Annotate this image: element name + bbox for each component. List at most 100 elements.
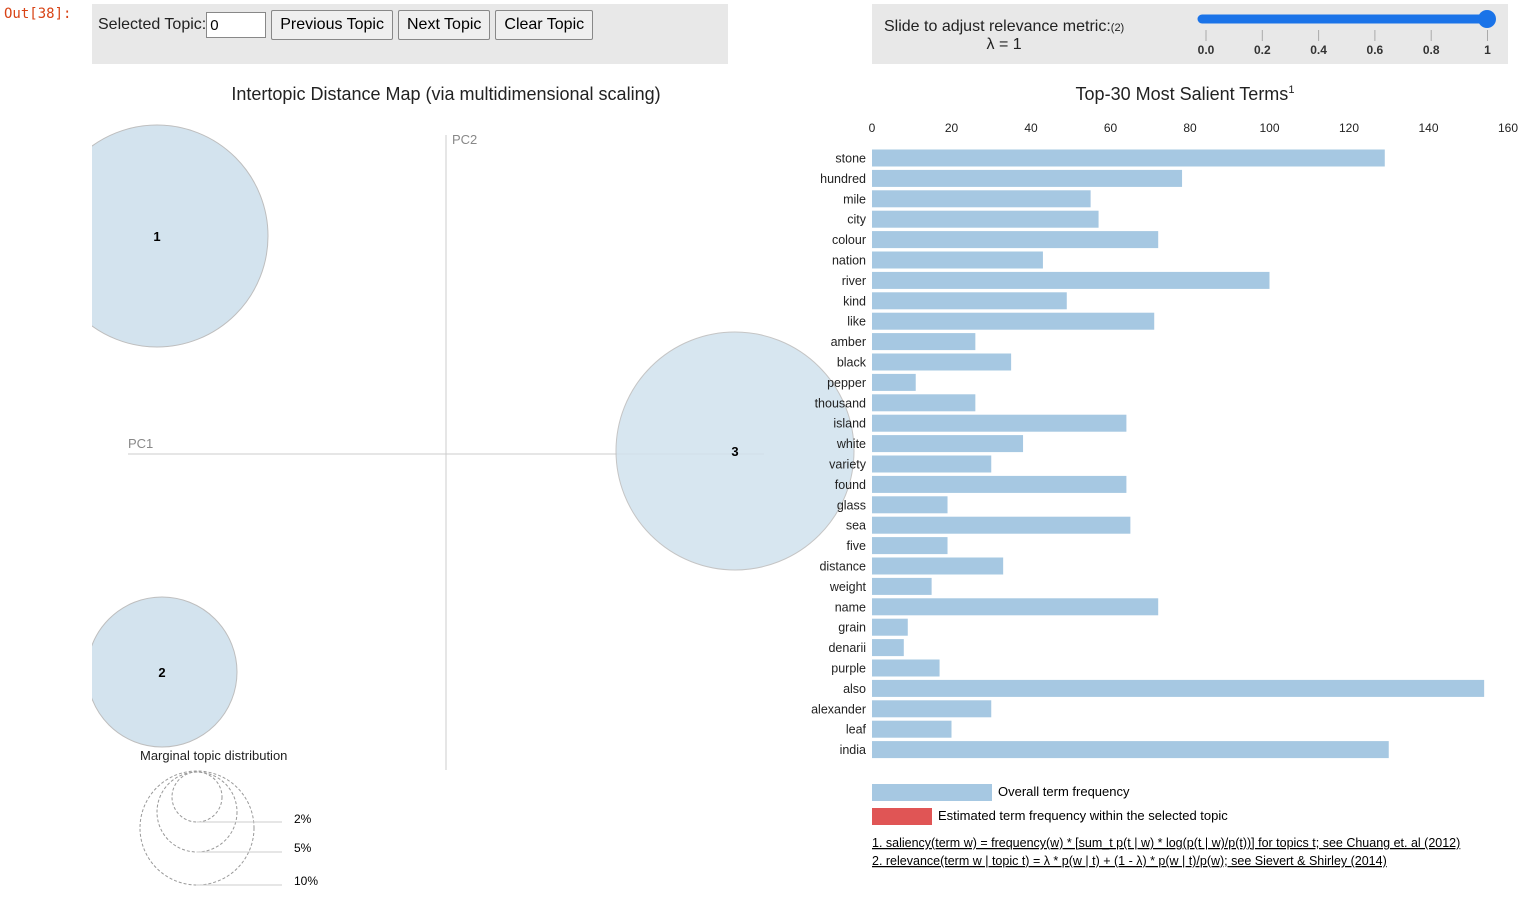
bar-white[interactable] bbox=[872, 435, 1024, 453]
bar-black[interactable] bbox=[872, 353, 1012, 371]
footnote-ref: (2) bbox=[1110, 22, 1125, 34]
x-tick-label: 40 bbox=[1024, 121, 1038, 135]
cell-output-label: Out[38]: bbox=[4, 6, 72, 22]
bar-hundred[interactable] bbox=[872, 169, 1183, 187]
relevance-label-text: Slide to adjust relevance metric: bbox=[884, 18, 1111, 35]
term-label-weight[interactable]: weight bbox=[829, 580, 867, 594]
term-label-alexander[interactable]: alexander bbox=[811, 702, 866, 716]
term-label-variety[interactable]: variety bbox=[829, 458, 867, 472]
term-label-kind[interactable]: kind bbox=[843, 294, 866, 308]
bar-sea[interactable] bbox=[872, 516, 1131, 534]
slider-tick-label: 0.2 bbox=[1254, 43, 1271, 57]
bar-weight[interactable] bbox=[872, 577, 932, 595]
term-label-thousand[interactable]: thousand bbox=[815, 396, 866, 410]
term-label-amber[interactable]: amber bbox=[831, 335, 866, 349]
selected-topic-label: Selected Topic: bbox=[98, 16, 207, 33]
term-label-sea[interactable]: sea bbox=[846, 519, 866, 533]
legend-topic-swatch bbox=[872, 808, 932, 825]
slider-tick-label: 0.6 bbox=[1367, 43, 1384, 57]
marginal-legend bbox=[139, 770, 255, 886]
selected-topic-input[interactable] bbox=[206, 12, 267, 38]
term-label-leaf[interactable]: leaf bbox=[846, 723, 867, 737]
bar-alexander[interactable] bbox=[872, 700, 992, 718]
term-label-island[interactable]: island bbox=[833, 417, 866, 431]
bar-chart-title-text: Top-30 Most Salient Terms bbox=[1076, 84, 1289, 104]
bar-kind[interactable] bbox=[872, 292, 1067, 310]
term-label-denarii[interactable]: denarii bbox=[828, 641, 866, 655]
previous-topic-button[interactable]: Previous Topic bbox=[271, 10, 393, 40]
bar-like[interactable] bbox=[872, 312, 1155, 330]
bar-five[interactable] bbox=[872, 537, 948, 555]
topic-circle-3[interactable] bbox=[615, 331, 855, 571]
topic-label-2: 2 bbox=[158, 665, 165, 680]
term-label-stone[interactable]: stone bbox=[835, 152, 866, 166]
legend-overall-label: Overall term frequency bbox=[998, 784, 1130, 799]
term-label-grain[interactable]: grain bbox=[838, 621, 866, 635]
bar-name[interactable] bbox=[872, 598, 1159, 616]
bar-nation[interactable] bbox=[872, 251, 1043, 269]
bar-amber[interactable] bbox=[872, 333, 976, 351]
slider-tick-label: 0.0 bbox=[1198, 43, 1215, 57]
term-label-five[interactable]: five bbox=[847, 539, 867, 553]
relevance-slider[interactable]: 0.0 0.2 0.4 0.6 0.8 1 bbox=[1197, 10, 1496, 57]
term-label-mile[interactable]: mile bbox=[843, 192, 866, 206]
legend-topic-label: Estimated term frequency within the sele… bbox=[938, 808, 1228, 823]
footnote-relevance[interactable]: 2. relevance(term w | topic t) = λ * p(w… bbox=[872, 854, 1387, 868]
topic-circle-1[interactable] bbox=[46, 124, 269, 348]
x-tick-label: 120 bbox=[1339, 121, 1359, 135]
clear-topic-button[interactable]: Clear Topic bbox=[495, 10, 594, 40]
term-label-white[interactable]: white bbox=[836, 437, 866, 451]
marginal-label-10pct: 10% bbox=[294, 874, 318, 888]
bar-denarii[interactable] bbox=[872, 639, 904, 657]
slider-handle[interactable] bbox=[1478, 10, 1496, 28]
bar-found[interactable] bbox=[872, 475, 1127, 493]
term-label-nation[interactable]: nation bbox=[832, 254, 866, 268]
bar-island[interactable] bbox=[872, 414, 1127, 432]
term-label-hundred[interactable]: hundred bbox=[820, 172, 866, 186]
next-topic-button[interactable]: Next Topic bbox=[397, 10, 491, 40]
term-label-colour[interactable]: colour bbox=[832, 233, 866, 247]
term-label-purple[interactable]: purple bbox=[831, 662, 866, 676]
bar-colour[interactable] bbox=[872, 231, 1159, 249]
term-label-name[interactable]: name bbox=[835, 600, 866, 614]
term-label-distance[interactable]: distance bbox=[819, 560, 866, 574]
x-tick-label: 140 bbox=[1418, 121, 1438, 135]
term-label-city[interactable]: city bbox=[847, 213, 867, 227]
bar-distance[interactable] bbox=[872, 557, 1004, 575]
term-label-found[interactable]: found bbox=[835, 478, 866, 492]
bar-pepper[interactable] bbox=[872, 373, 916, 391]
topic-circle-2[interactable] bbox=[87, 596, 238, 748]
lambda-value: λ = 1 bbox=[986, 36, 1022, 53]
term-label-river[interactable]: river bbox=[842, 274, 866, 288]
marginal-circle-2pct bbox=[171, 771, 223, 823]
intertopic-title: Intertopic Distance Map (via multidimens… bbox=[231, 84, 660, 104]
footnote-saliency[interactable]: 1. saliency(term w) = frequency(w) * [su… bbox=[872, 836, 1460, 850]
bar-thousand[interactable] bbox=[872, 394, 976, 412]
bar-mile[interactable] bbox=[872, 190, 1091, 208]
term-label-also[interactable]: also bbox=[843, 682, 866, 696]
bar-purple[interactable] bbox=[872, 659, 940, 677]
x-tick-label: 20 bbox=[945, 121, 959, 135]
x-tick-label: 0 bbox=[869, 121, 876, 135]
bar-variety[interactable] bbox=[872, 455, 992, 473]
topic-controls: Selected Topic: Previous Topic Next Topi… bbox=[92, 4, 728, 64]
topic-label-1: 1 bbox=[153, 229, 160, 244]
bar-also[interactable] bbox=[872, 679, 1485, 697]
term-label-black[interactable]: black bbox=[837, 356, 867, 370]
term-label-india[interactable]: india bbox=[840, 743, 866, 757]
slider-tick-label: 1 bbox=[1484, 43, 1491, 57]
bar-stone[interactable] bbox=[872, 149, 1385, 167]
bar-city[interactable] bbox=[872, 210, 1099, 228]
marginal-circle-10pct bbox=[139, 770, 255, 886]
term-label-glass[interactable]: glass bbox=[837, 498, 866, 512]
bar-india[interactable] bbox=[872, 741, 1389, 759]
bar-river[interactable] bbox=[872, 271, 1270, 289]
term-label-pepper[interactable]: pepper bbox=[827, 376, 866, 390]
bar-glass[interactable] bbox=[872, 496, 948, 514]
bar-grain[interactable] bbox=[872, 618, 908, 636]
term-label-like[interactable]: like bbox=[847, 315, 866, 329]
bar-leaf[interactable] bbox=[872, 720, 952, 738]
x-tick-label: 100 bbox=[1259, 121, 1279, 135]
slider-tick-label: 0.4 bbox=[1310, 43, 1327, 57]
pc1-label: PC1 bbox=[128, 436, 153, 451]
